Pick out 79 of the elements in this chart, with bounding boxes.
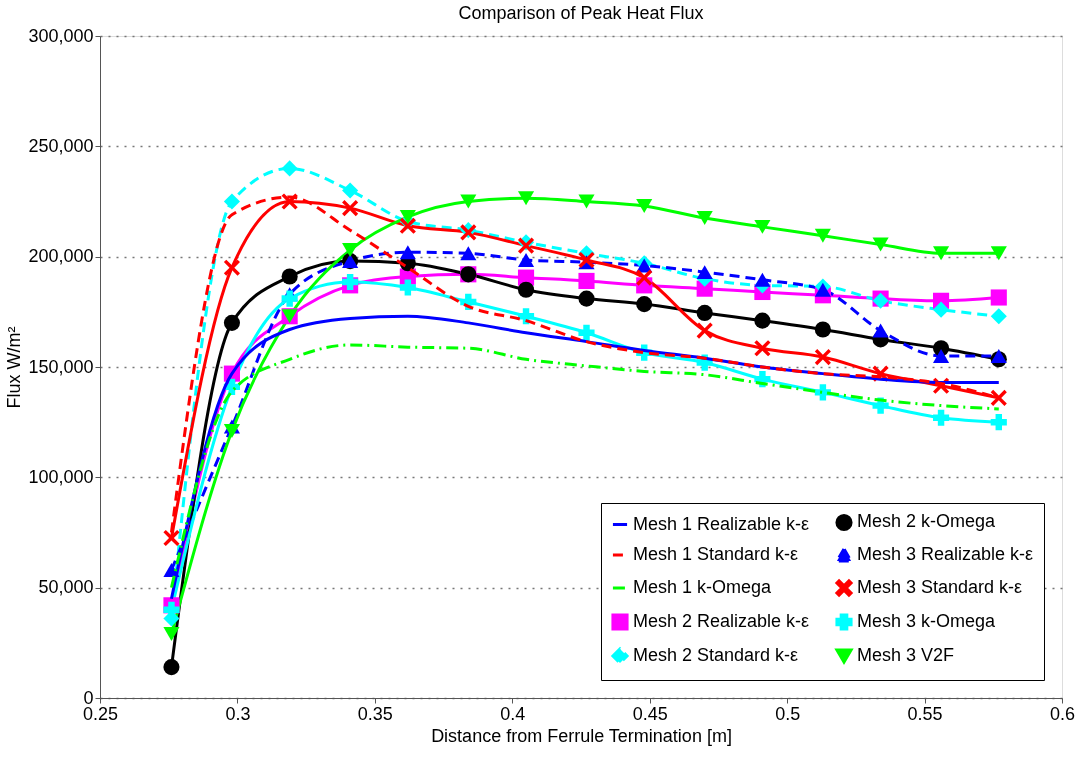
legend-label: Mesh 2 k-Omega <box>857 511 997 532</box>
legend-label: Mesh 2 Realizable k-ε <box>633 611 810 631</box>
y-tick-label: 200,000 <box>28 246 94 267</box>
point <box>990 289 1007 306</box>
point <box>696 304 713 321</box>
point <box>636 269 653 286</box>
point <box>754 272 771 287</box>
point <box>933 409 950 426</box>
point <box>754 340 771 357</box>
point <box>342 273 359 291</box>
point <box>990 246 1007 261</box>
point <box>933 246 950 261</box>
point <box>223 259 240 276</box>
point <box>872 237 889 252</box>
point <box>399 279 416 296</box>
legend-label: Mesh 1 k-Omega <box>633 577 773 597</box>
point <box>696 211 713 226</box>
point <box>281 160 298 177</box>
x-tick-label: 0.35 <box>357 703 393 724</box>
legend-label: Mesh 3 Standard k-ε <box>857 577 1023 597</box>
point <box>517 252 535 267</box>
point <box>696 322 713 339</box>
point <box>342 200 359 217</box>
point <box>460 246 477 261</box>
y-tick-label: 50,000 <box>38 577 94 598</box>
legend-label: Mesh 1 Realizable k-ε <box>633 513 810 534</box>
point <box>814 349 831 366</box>
x-tick-label: 0.55 <box>907 703 943 724</box>
point <box>990 414 1007 431</box>
point <box>696 265 713 280</box>
legend-label: Mesh 1 Standard k-ε <box>633 544 799 564</box>
point <box>223 424 240 438</box>
point <box>163 659 180 676</box>
chart-title: Comparison of Peak Heat Flux <box>458 3 704 23</box>
y-tick-label: 300,000 <box>28 25 94 46</box>
legend-label: Mesh 3 Realizable k-ε <box>857 544 1034 564</box>
point <box>223 193 240 210</box>
point <box>578 290 595 307</box>
x-axis-title: Distance from Ferrule Termination [m] <box>431 725 732 746</box>
point <box>933 301 950 318</box>
point <box>517 191 535 206</box>
point <box>814 282 831 297</box>
point <box>163 627 180 641</box>
point <box>990 348 1007 363</box>
x-tick-label: 0.5 <box>775 703 801 724</box>
point <box>990 389 1007 406</box>
point <box>399 217 416 234</box>
x-tick-label: 0.6 <box>1049 703 1076 724</box>
y-tick-label: 250,000 <box>28 135 94 156</box>
point <box>636 198 653 213</box>
x-tick-label: 0.45 <box>632 703 668 724</box>
point <box>281 268 298 285</box>
legend-label: Mesh 2 Standard k-ε <box>633 645 799 665</box>
point <box>399 209 416 224</box>
point <box>578 324 595 341</box>
point <box>281 290 298 307</box>
point <box>342 182 359 199</box>
x-tick-label: 0.4 <box>500 703 526 724</box>
point <box>636 296 653 313</box>
y-axis-title: Flux W/m² <box>4 326 25 409</box>
point <box>399 245 416 260</box>
point <box>578 194 595 209</box>
x-tick-label: 0.3 <box>225 703 251 724</box>
point <box>814 321 831 338</box>
point <box>933 348 950 363</box>
legend-label: Mesh 3 k-Omega <box>857 611 997 631</box>
point <box>223 314 240 331</box>
point <box>754 219 771 234</box>
point <box>517 281 535 298</box>
point <box>342 243 359 258</box>
point <box>814 228 831 243</box>
point <box>990 308 1007 325</box>
point <box>578 272 595 289</box>
y-tick-label: 100,000 <box>28 466 94 487</box>
y-tick-label: 150,000 <box>28 356 94 377</box>
legend-label: Mesh 3 V2F <box>857 645 955 665</box>
point <box>754 312 771 329</box>
point <box>872 323 889 338</box>
point <box>460 194 477 209</box>
